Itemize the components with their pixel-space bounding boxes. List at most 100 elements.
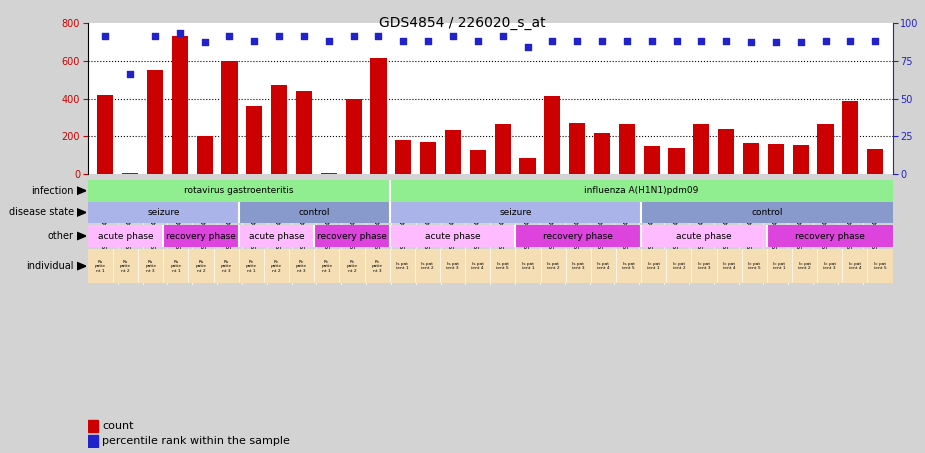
Point [471, 37, 486, 44]
Text: GSM1224889: GSM1224889 [723, 206, 729, 253]
Text: lc pat
ient 1: lc pat ient 1 [773, 262, 785, 270]
Bar [389, 180, 893, 202]
Bar [370, 58, 387, 174]
Bar [718, 129, 734, 174]
Text: ls pat
ient 1: ls pat ient 1 [396, 262, 409, 270]
Bar [239, 202, 389, 223]
Point [520, 43, 535, 51]
Point [421, 37, 436, 44]
Polygon shape [77, 187, 86, 194]
Point [719, 37, 734, 44]
Bar [147, 70, 163, 174]
Point [645, 37, 660, 44]
Polygon shape [77, 262, 86, 270]
Text: GSM1224891: GSM1224891 [748, 206, 754, 253]
Text: Rs
patie
nt 1: Rs patie nt 1 [170, 260, 181, 273]
Bar [239, 225, 314, 247]
Text: GSM1224888: GSM1224888 [822, 206, 829, 253]
Bar [88, 435, 98, 447]
Bar [88, 225, 164, 247]
Text: ls pat
ient 4: ls pat ient 4 [598, 262, 610, 270]
Bar [389, 202, 641, 223]
Bar [395, 140, 412, 174]
Text: GSM1224904: GSM1224904 [326, 206, 332, 252]
Text: Rs
patie
nt 2: Rs patie nt 2 [195, 260, 206, 273]
Point [868, 37, 882, 44]
Bar [172, 36, 188, 174]
Bar [694, 124, 709, 174]
Bar [669, 148, 684, 174]
Text: Rc
patie
nt 1: Rc patie nt 1 [246, 260, 257, 273]
Text: GSM1224905: GSM1224905 [277, 206, 282, 252]
Text: Rc
patie
nt 3: Rc patie nt 3 [296, 260, 307, 273]
Text: lc pat
ient 2: lc pat ient 2 [672, 262, 685, 270]
Bar [196, 136, 213, 174]
Bar [520, 158, 536, 174]
Text: lc pat
ient 5: lc pat ient 5 [748, 262, 760, 270]
Text: lc pat
ient 3: lc pat ient 3 [823, 262, 836, 270]
Text: recovery phase: recovery phase [543, 231, 613, 241]
Bar [88, 420, 98, 432]
Text: ls pat
ient 3: ls pat ient 3 [572, 262, 585, 270]
Text: ls pat
ient 3: ls pat ient 3 [446, 262, 459, 270]
Point [172, 29, 187, 37]
Text: GSM1224890: GSM1224890 [847, 206, 854, 253]
Point [446, 33, 461, 40]
Point [98, 33, 113, 40]
Point [620, 37, 635, 44]
Text: acute phase: acute phase [425, 231, 480, 241]
Bar [88, 202, 239, 223]
Text: other: other [48, 231, 74, 241]
Bar [246, 106, 263, 174]
Text: ls pat
ient 4: ls pat ient 4 [472, 262, 484, 270]
Point [694, 37, 709, 44]
Text: ls pat
ient 5: ls pat ient 5 [623, 262, 635, 270]
Text: GSM1224907: GSM1224907 [301, 206, 307, 253]
Text: GSM1224897: GSM1224897 [450, 206, 456, 253]
Text: Rs
patie
nt 2: Rs patie nt 2 [120, 260, 131, 273]
Text: recovery phase: recovery phase [795, 231, 865, 241]
Point [321, 37, 336, 44]
Text: GSM1224900: GSM1224900 [599, 206, 605, 253]
Text: individual: individual [27, 261, 74, 271]
Point [818, 37, 833, 44]
Text: GSM1224913: GSM1224913 [152, 206, 158, 253]
Bar [389, 225, 515, 247]
Point [669, 37, 684, 44]
Text: seizure: seizure [500, 208, 532, 217]
Text: acute phase: acute phase [98, 231, 154, 241]
Text: Rs
patie
nt 3: Rs patie nt 3 [221, 260, 232, 273]
Text: GSM1224885: GSM1224885 [673, 206, 680, 252]
Point [769, 39, 783, 46]
Point [222, 33, 237, 40]
Point [272, 33, 287, 40]
Bar [619, 124, 635, 174]
Text: GSM1224908: GSM1224908 [376, 206, 381, 253]
Text: GSM1224906: GSM1224906 [351, 206, 357, 253]
Text: GSM1224887: GSM1224887 [698, 206, 704, 253]
Point [744, 39, 758, 46]
Text: GSM1224911: GSM1224911 [127, 206, 133, 253]
Bar [470, 150, 486, 174]
Bar [314, 225, 389, 247]
Text: lc pat
ient 1: lc pat ient 1 [648, 262, 660, 270]
Bar [843, 101, 858, 174]
Bar [594, 133, 610, 174]
Text: recovery phase: recovery phase [317, 231, 387, 241]
Text: influenza A(H1N1)pdm09: influenza A(H1N1)pdm09 [584, 186, 698, 195]
Text: percentile rank within the sample: percentile rank within the sample [103, 436, 290, 446]
Text: lc pat
ient 2: lc pat ient 2 [798, 262, 811, 270]
Text: Rs
patie
nt 3: Rs patie nt 3 [145, 260, 156, 273]
Text: GSM1224910: GSM1224910 [177, 206, 183, 253]
Text: GSM1224895: GSM1224895 [426, 206, 431, 252]
Text: GSM1224884: GSM1224884 [773, 206, 779, 252]
Polygon shape [77, 209, 86, 216]
Bar [495, 124, 511, 174]
Text: seizure: seizure [147, 208, 179, 217]
Point [794, 39, 808, 46]
Point [148, 33, 163, 40]
Bar [271, 85, 287, 174]
Bar [445, 130, 461, 174]
Point [843, 37, 857, 44]
Bar [164, 225, 239, 247]
